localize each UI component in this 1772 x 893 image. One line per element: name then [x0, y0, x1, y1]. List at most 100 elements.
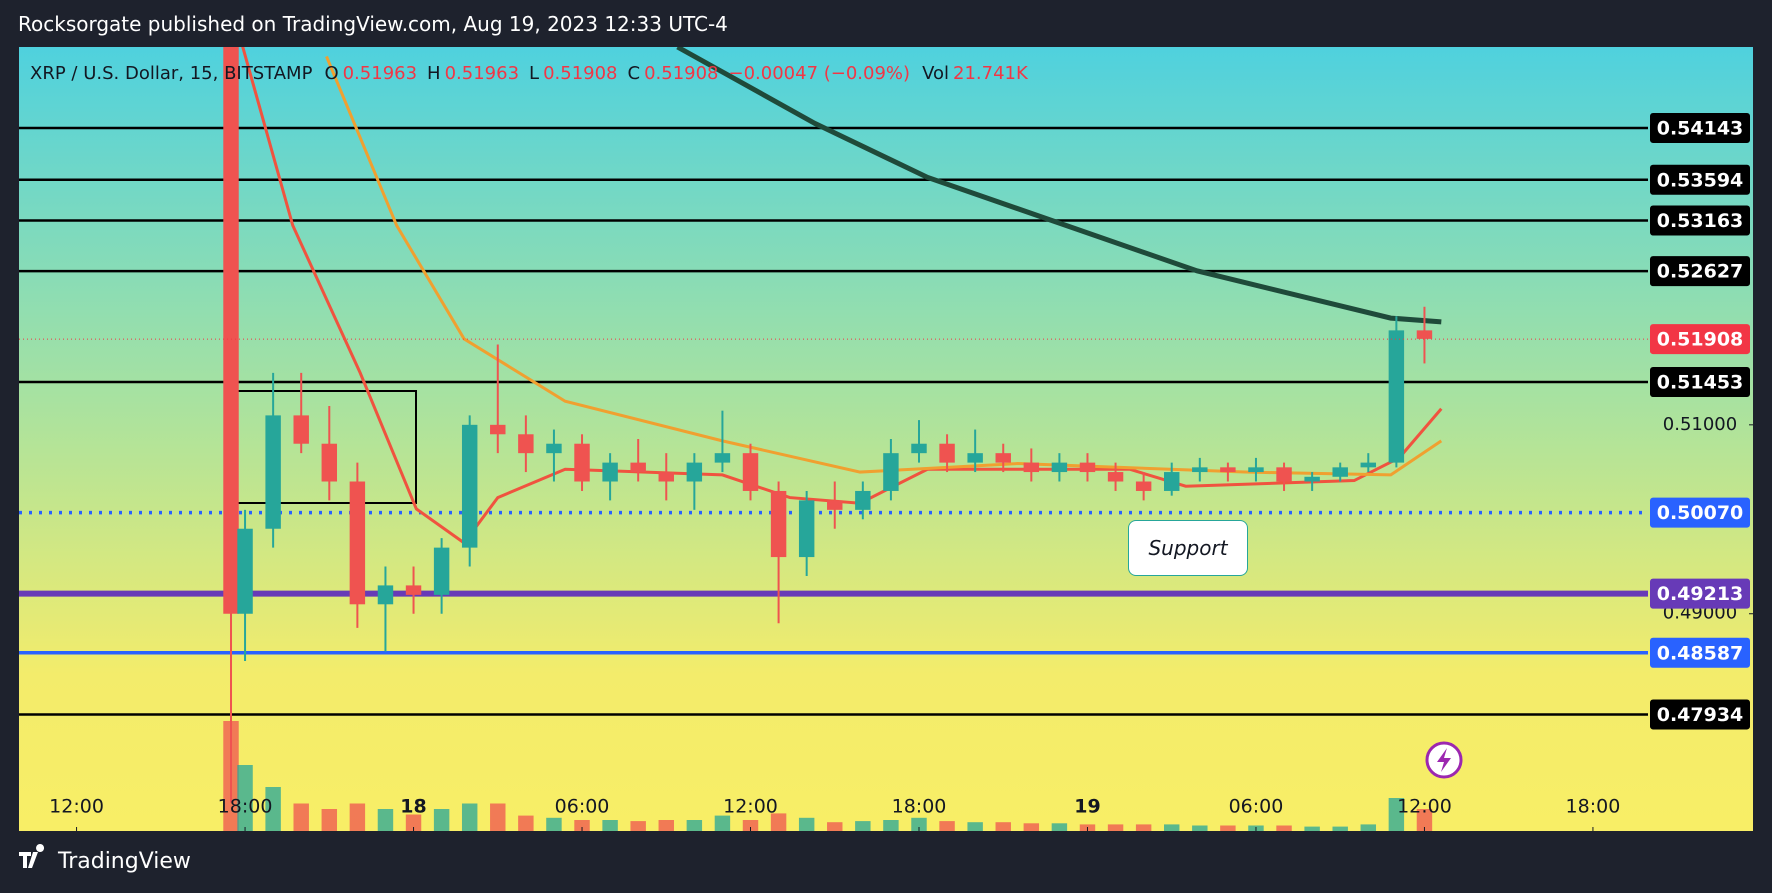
volume-bar — [827, 822, 843, 831]
volume-bar — [1332, 826, 1348, 831]
volume-bar — [1304, 826, 1320, 831]
y-tick-label: 0.51000 — [1663, 414, 1737, 435]
candle-body — [967, 453, 983, 463]
volume-bar — [518, 815, 534, 831]
volume-bar — [1416, 809, 1433, 831]
volume-bar — [349, 803, 366, 831]
price-tag-label: 0.53163 — [1657, 210, 1744, 232]
ohlc-key: H — [427, 63, 441, 84]
candle-body — [1023, 462, 1040, 473]
volume-bar — [1388, 798, 1405, 831]
brand: TradingView — [58, 849, 191, 874]
candle-body — [223, 47, 239, 614]
candle-body — [321, 443, 338, 482]
price-tag — [1650, 205, 1750, 236]
candle-body — [770, 490, 787, 558]
ohlc-key: L — [529, 63, 540, 84]
ohlc-key: O — [324, 63, 339, 84]
price-tag — [1650, 367, 1750, 398]
candle-body — [827, 500, 843, 510]
volume-bar — [574, 820, 590, 831]
volume-bar — [1220, 825, 1236, 831]
candle-body — [798, 500, 815, 558]
price-tag-label: 0.51908 — [1657, 329, 1744, 351]
volume-bar — [461, 803, 478, 831]
bolt-icon — [1425, 741, 1463, 779]
x-tick-label: 12:00 — [1397, 796, 1452, 818]
volume-bar — [433, 809, 450, 831]
volume-bar — [1164, 824, 1180, 831]
price-tag-label: 0.53594 — [1657, 169, 1744, 191]
volume-bar — [265, 787, 281, 831]
volume-bar — [911, 817, 927, 831]
price-tag-label: 0.47934 — [1657, 704, 1744, 726]
volume-bar — [377, 809, 394, 831]
candle-body — [742, 453, 759, 491]
volume-bar — [939, 821, 955, 831]
ohlc-value: 0.51908 — [644, 63, 719, 84]
volume-bar — [1051, 823, 1068, 831]
symbol: XRP / U.S. Dollar, 15, BITSTAMP — [30, 63, 313, 84]
symbol-legend: XRP / U.S. Dollar, 15, BITSTAMP O 0.51963 H… — [30, 63, 1032, 84]
volume-bar — [967, 822, 983, 831]
x-tick-label: 12:00 — [723, 796, 778, 818]
volume-bar — [686, 820, 703, 831]
x-tick-label: 18 — [400, 796, 426, 818]
candle-body — [995, 453, 1011, 463]
change: −0.00047 (−0.09%) — [728, 63, 911, 84]
x-tick-label: 06:00 — [555, 796, 610, 818]
candle-body — [1164, 472, 1180, 491]
candle-body — [714, 453, 731, 463]
price-tag — [1650, 637, 1750, 668]
volume-bar — [1192, 825, 1208, 831]
candle-body — [433, 547, 450, 595]
volume-bar — [237, 765, 253, 831]
candle-body — [1388, 330, 1405, 463]
x-tick-label: 18:00 — [892, 796, 947, 818]
price-tag — [1650, 497, 1750, 528]
volume-bar — [630, 821, 646, 831]
price-tag — [1650, 112, 1750, 143]
volume-bar — [658, 820, 674, 831]
candle-body — [1332, 467, 1348, 477]
support-label: Support — [1128, 520, 1248, 576]
volume-bar — [405, 814, 422, 831]
x-tick-label: 12:00 — [49, 796, 104, 818]
candle-body — [293, 415, 309, 444]
candle-body — [405, 585, 422, 595]
ohlc-value: 0.51908 — [543, 63, 618, 84]
x-tick-label: 19 — [1074, 796, 1100, 818]
plot — [19, 47, 1648, 831]
volume-bar — [742, 820, 759, 831]
volume-bar — [883, 820, 899, 831]
candle-body — [1192, 467, 1208, 473]
price-tag-label: 0.49213 — [1657, 583, 1744, 605]
volume-bar — [770, 813, 787, 831]
moving-average — [676, 47, 1442, 325]
volume-bar — [798, 817, 815, 831]
candle-body — [377, 585, 394, 605]
ohlc-key: C — [627, 63, 641, 84]
volume-bar — [714, 815, 731, 831]
candle-body — [1107, 472, 1124, 482]
volume-bar — [1107, 824, 1124, 831]
x-tick-label: 06:00 — [1229, 796, 1284, 818]
volume-bar — [995, 822, 1011, 831]
candle-body — [518, 434, 534, 454]
candle-body — [630, 462, 646, 473]
volume-bar — [602, 820, 618, 831]
moving-average — [325, 55, 1443, 477]
candle-body — [911, 443, 927, 454]
candle-body — [1220, 467, 1236, 473]
volume-bar — [1135, 824, 1152, 831]
volume-key: Vol — [922, 63, 949, 84]
ohlc-value: 0.51963 — [342, 63, 418, 84]
candle-body — [602, 462, 618, 482]
volume-bar — [321, 809, 338, 831]
candle-body — [1051, 462, 1068, 473]
price-tag — [1650, 578, 1750, 609]
volume-bar — [1360, 824, 1377, 831]
candle-body — [686, 462, 703, 482]
price-tag — [1650, 324, 1750, 355]
